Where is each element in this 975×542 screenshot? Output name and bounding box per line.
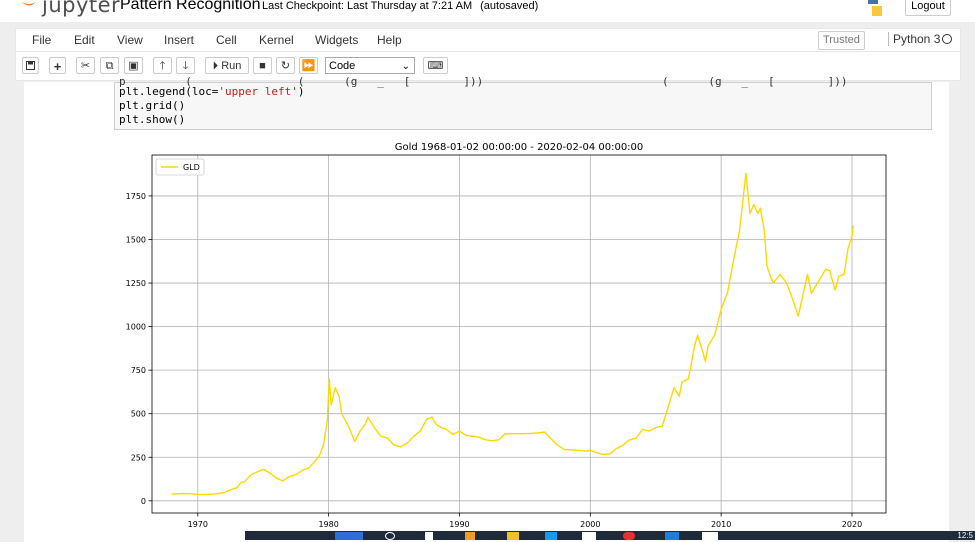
restart-run-all-button[interactable]: ⏩ bbox=[299, 57, 318, 74]
code-line: plt.grid() bbox=[119, 99, 186, 112]
code-text: plt.legend(loc= bbox=[119, 85, 219, 98]
move-up-button[interactable]: 🡑 bbox=[153, 57, 172, 74]
stop-icon: ■ bbox=[259, 60, 266, 72]
notebook-header: jupyter Pattern Recognition Last Checkpo… bbox=[0, 0, 975, 22]
menu-insert[interactable]: Insert bbox=[164, 33, 195, 47]
chart-title: Gold 1968-01-02 00:00:00 - 2020-02-04 00… bbox=[395, 142, 644, 153]
arrow-up-icon: 🡑 bbox=[159, 60, 166, 72]
x-tick-label: 1980 bbox=[318, 520, 338, 529]
kernel-idle-icon bbox=[942, 34, 952, 44]
plot-frame bbox=[151, 154, 887, 514]
code-line: plt.legend(loc='upper left') bbox=[119, 85, 304, 98]
move-down-button[interactable]: 🡓 bbox=[176, 57, 195, 74]
step-forward-icon: ⏵ bbox=[212, 60, 219, 72]
checkpoint-status: Last Checkpoint: Last Thursday at 7:21 A… bbox=[262, 0, 538, 12]
series-line-gld bbox=[171, 172, 854, 496]
y-tick-label: 1250 bbox=[126, 279, 146, 288]
command-palette-button[interactable]: ⌨ bbox=[423, 57, 448, 74]
cortana-icon[interactable] bbox=[385, 532, 395, 540]
notebook-toolbar: + ✂ ⧉ ▣ 🡑 🡓 ⏵ Run ■ ↻ ⏩ Code ⌄ ⌨ bbox=[15, 51, 961, 81]
chrome-icon[interactable] bbox=[623, 532, 635, 540]
copy-button[interactable]: ⧉ bbox=[100, 57, 119, 74]
arrow-down-icon: 🡓 bbox=[182, 60, 189, 72]
cell-type-value: Code bbox=[329, 60, 356, 72]
cell-type-select[interactable]: Code ⌄ bbox=[325, 57, 415, 74]
legend-box bbox=[155, 158, 205, 176]
y-tick-label: 0 bbox=[141, 497, 146, 506]
jupyter-logo-text[interactable]: jupyter bbox=[42, 0, 121, 17]
fast-forward-icon: ⏩ bbox=[301, 60, 316, 72]
legend-label: GLD bbox=[183, 163, 200, 172]
y-tick-label: 1750 bbox=[126, 192, 146, 201]
x-tick-label: 1970 bbox=[188, 520, 208, 529]
notebook-title[interactable]: Pattern Recognition bbox=[120, 0, 261, 13]
x-tick-label: 2020 bbox=[842, 520, 862, 529]
windows-taskbar: 12:5 bbox=[245, 531, 975, 540]
run-button[interactable]: ⏵ Run bbox=[205, 57, 249, 74]
menu-view[interactable]: View bbox=[117, 33, 143, 47]
keyboard-icon: ⌨ bbox=[427, 60, 444, 72]
save-button[interactable] bbox=[22, 57, 39, 74]
y-tick-label: 1500 bbox=[126, 235, 146, 244]
save-icon bbox=[26, 61, 35, 70]
code-cell[interactable]: p ( ( (g _ [ ])) ( (g _ [ ])) plt.legend… bbox=[114, 75, 932, 130]
y-tick-label: 500 bbox=[131, 410, 146, 419]
search-taskbar-icon[interactable] bbox=[335, 532, 363, 540]
taskbar-clock: 12:5 bbox=[957, 531, 973, 540]
logout-button[interactable]: Logout bbox=[905, 0, 951, 16]
paste-button[interactable]: ▣ bbox=[124, 57, 143, 74]
x-tick-label: 1990 bbox=[449, 520, 469, 529]
code-text: ) bbox=[297, 85, 305, 98]
jupyter-logo-icon[interactable] bbox=[20, 0, 38, 11]
restart-button[interactable]: ↻ bbox=[276, 57, 295, 74]
paste-icon: ▣ bbox=[128, 60, 139, 72]
restart-icon: ↻ bbox=[280, 60, 291, 72]
menu-bar: File Edit View Insert Cell Kernel Widget… bbox=[15, 28, 961, 52]
mail-icon[interactable] bbox=[582, 532, 596, 540]
y-tick-label: 750 bbox=[131, 366, 146, 375]
scissors-icon: ✂ bbox=[80, 60, 91, 72]
interrupt-button[interactable]: ■ bbox=[253, 57, 272, 74]
code-string: 'upper left' bbox=[218, 85, 298, 98]
code-line: plt.show() bbox=[119, 113, 186, 126]
copy-icon: ⧉ bbox=[105, 60, 114, 72]
menu-file[interactable]: File bbox=[32, 33, 52, 47]
app-icon[interactable] bbox=[702, 532, 718, 540]
edge-icon[interactable] bbox=[545, 532, 557, 540]
checkpoint-text: Last Checkpoint: Last Thursday at 7:21 A… bbox=[262, 0, 473, 12]
x-tick-label: 2000 bbox=[580, 520, 600, 529]
menu-widgets[interactable]: Widgets bbox=[315, 33, 359, 47]
kernel-name[interactable]: Python 3 bbox=[888, 32, 940, 46]
task-view-icon[interactable] bbox=[425, 532, 433, 540]
folder-icon[interactable] bbox=[507, 532, 519, 540]
menu-edit[interactable]: Edit bbox=[74, 33, 95, 47]
insert-cell-button[interactable]: + bbox=[49, 57, 66, 74]
cut-button[interactable]: ✂ bbox=[76, 57, 95, 74]
store-icon[interactable] bbox=[665, 532, 679, 540]
file-explorer-icon[interactable] bbox=[465, 532, 475, 540]
menu-cell[interactable]: Cell bbox=[216, 33, 237, 47]
y-tick-label: 250 bbox=[131, 453, 146, 462]
x-tick-label: 2010 bbox=[711, 520, 731, 529]
python-logo-icon bbox=[868, 0, 882, 16]
menu-help[interactable]: Help bbox=[377, 33, 402, 47]
y-tick-label: 1000 bbox=[126, 323, 146, 332]
plus-icon: + bbox=[53, 59, 62, 74]
run-label: Run bbox=[221, 60, 242, 72]
code-line-partial: p ( ( (g _ [ ])) ( (g _ [ ])) bbox=[119, 75, 848, 88]
chevron-down-icon: ⌄ bbox=[401, 61, 410, 72]
menu-kernel[interactable]: Kernel bbox=[259, 33, 294, 47]
gold-price-chart: Gold 1968-01-02 00:00:00 - 2020-02-04 00… bbox=[110, 137, 900, 529]
trusted-indicator[interactable]: Trusted bbox=[818, 31, 865, 50]
figure-background bbox=[110, 137, 900, 529]
autosave-status: (autosaved) bbox=[480, 0, 539, 12]
